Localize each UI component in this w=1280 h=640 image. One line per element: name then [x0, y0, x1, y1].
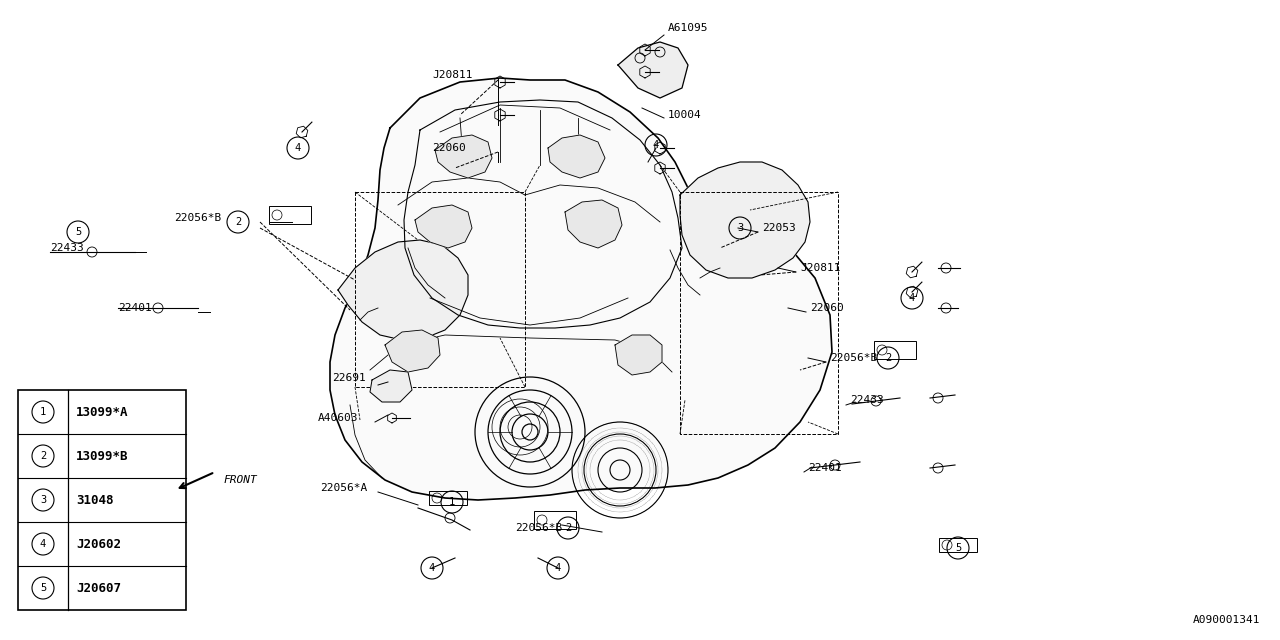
Polygon shape [680, 162, 810, 278]
Text: 13099*A: 13099*A [76, 406, 128, 419]
Text: 22401: 22401 [118, 303, 152, 313]
Polygon shape [618, 42, 689, 98]
Bar [534, 511, 576, 529]
Text: 4: 4 [653, 140, 659, 150]
Text: 22056*B: 22056*B [515, 523, 562, 533]
Bar [429, 491, 467, 505]
Text: 4: 4 [429, 563, 435, 573]
Polygon shape [435, 135, 492, 178]
Text: 3: 3 [737, 223, 744, 233]
Text: 22056*B: 22056*B [829, 353, 877, 363]
Text: 5: 5 [74, 227, 81, 237]
Text: FRONT: FRONT [224, 475, 257, 485]
Polygon shape [338, 240, 468, 340]
Text: 4: 4 [554, 563, 561, 573]
Text: 22060: 22060 [810, 303, 844, 313]
Text: 2: 2 [884, 353, 891, 363]
Polygon shape [370, 370, 412, 402]
Text: 22691: 22691 [332, 373, 366, 383]
Polygon shape [330, 78, 832, 500]
Text: 3: 3 [40, 495, 46, 505]
Text: J20607: J20607 [76, 582, 122, 595]
Polygon shape [614, 335, 662, 375]
Text: J20811: J20811 [800, 263, 841, 273]
Text: A40603: A40603 [317, 413, 358, 423]
Bar [18, 390, 186, 610]
Polygon shape [548, 135, 605, 178]
Text: 22056*B: 22056*B [174, 213, 221, 223]
Text: 5: 5 [40, 583, 46, 593]
Text: J20811: J20811 [433, 70, 472, 80]
Text: 2: 2 [564, 523, 571, 533]
Text: 31048: 31048 [76, 493, 114, 506]
Text: 4: 4 [909, 293, 915, 303]
Text: A090001341: A090001341 [1193, 615, 1260, 625]
Text: 1: 1 [40, 407, 46, 417]
Text: 22433: 22433 [50, 243, 83, 253]
Text: 4: 4 [40, 539, 46, 549]
Text: J20602: J20602 [76, 538, 122, 550]
Polygon shape [385, 330, 440, 372]
Text: 22401: 22401 [808, 463, 842, 473]
Text: 1: 1 [449, 497, 456, 507]
Text: 22053: 22053 [762, 223, 796, 233]
Text: 10004: 10004 [668, 110, 701, 120]
Polygon shape [564, 200, 622, 248]
Text: 5: 5 [955, 543, 961, 553]
Text: A61095: A61095 [668, 23, 709, 33]
Text: 22056*A: 22056*A [320, 483, 367, 493]
Text: 22433: 22433 [850, 395, 883, 405]
Text: 22060: 22060 [433, 143, 466, 153]
Text: 13099*B: 13099*B [76, 449, 128, 463]
Text: 2: 2 [40, 451, 46, 461]
Text: 2: 2 [234, 217, 241, 227]
Polygon shape [415, 205, 472, 248]
Text: 4: 4 [294, 143, 301, 153]
Bar [269, 206, 311, 224]
Bar [940, 538, 977, 552]
Bar [874, 341, 916, 359]
